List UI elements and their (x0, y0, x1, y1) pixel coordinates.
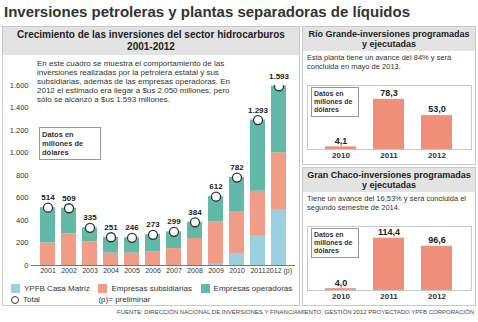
html-text:Datos en millones de dólares: Datos en millones de dólares (42, 130, 84, 157)
svg-text:1.600: 1.600 (10, 81, 29, 90)
svg-text:782: 782 (230, 163, 244, 172)
svg-text:1.593: 1.593 (269, 72, 290, 81)
svg-text:1.200: 1.200 (10, 126, 29, 135)
svg-text:2005: 2005 (124, 267, 140, 274)
svg-text:53,0: 53,0 (428, 104, 446, 114)
html-text:Tiene un avance del 16,53% y s: Tiene un avance del 16,53% y será conclu… (307, 194, 466, 212)
svg-text:514: 514 (41, 193, 55, 202)
html-text:Empresas subsidiarias: Empresas subsidiarias (111, 284, 192, 293)
svg-text:246: 246 (125, 223, 139, 232)
html-text:YPFB Casa Matriz: YPFB Casa Matriz (24, 284, 90, 293)
svg-text:2012: 2012 (428, 292, 446, 301)
svg-text:273: 273 (146, 220, 160, 229)
html-text:Empresas operadoras: Empresas operadoras (213, 284, 293, 293)
svg-text:384: 384 (188, 208, 202, 217)
svg-text:114,4: 114,4 (378, 227, 400, 237)
html-text:Datos en millones de dólares: Datos en millones de dólares (314, 90, 353, 113)
svg-text:2010: 2010 (229, 267, 245, 274)
svg-text:2012: 2012 (428, 151, 446, 160)
svg-text:299: 299 (167, 217, 181, 226)
svg-text:1.400: 1.400 (10, 103, 29, 112)
html-text:Datos en millones de dólares: Datos en millones de dólares (314, 231, 353, 254)
svg-text:251: 251 (104, 223, 118, 232)
svg-text:2011: 2011 (250, 267, 265, 274)
html-text:Inversiones petroleras y plant: Inversiones petroleras y plantas separad… (4, 3, 410, 20)
html-text:(p)= preliminar: (p)= preliminar (98, 295, 151, 304)
svg-text:2011: 2011 (380, 292, 398, 301)
svg-text:400: 400 (16, 216, 29, 225)
html-text:En este cuadro se muestra el c: En este cuadro se muestra el comportamie… (37, 59, 230, 104)
svg-text:612: 612 (209, 182, 223, 191)
svg-text:800: 800 (16, 171, 29, 180)
html-text:FUENTE: DIRECCIÓN NACIONAL DE: FUENTE: DIRECCIÓN NACIONAL DE INVERSIONE… (117, 309, 474, 315)
svg-text:2001: 2001 (40, 267, 56, 274)
svg-text:2004: 2004 (103, 267, 119, 274)
svg-text:509: 509 (62, 194, 76, 203)
svg-text:2006: 2006 (145, 267, 161, 274)
svg-text:2008: 2008 (187, 267, 203, 274)
svg-text:78,3: 78,3 (380, 88, 398, 98)
svg-text:600: 600 (16, 193, 29, 202)
svg-text:1.293: 1.293 (248, 106, 269, 115)
svg-text:2011: 2011 (380, 151, 398, 160)
html-text:Esta planta tiene un avance de: Esta planta tiene un avance del 84% y se… (307, 53, 452, 71)
svg-text:4,0: 4,0 (335, 278, 348, 288)
svg-text:2009: 2009 (208, 267, 224, 274)
svg-text:2010: 2010 (332, 292, 350, 301)
svg-text:2007: 2007 (166, 267, 182, 274)
html-text:Gran Chaco-inversiones program: Gran Chaco-inversiones programadas y eje… (307, 169, 471, 190)
html-text:Total: Total (23, 295, 40, 304)
svg-text:96,6: 96,6 (428, 235, 446, 245)
svg-text:2010: 2010 (332, 151, 350, 160)
html-text:Crecimiento de las inversiones: Crecimiento de las inversiones del secto… (17, 29, 285, 52)
svg-text:2002: 2002 (61, 267, 77, 274)
html-text:Río Grande-inversiones program: Río Grande-inversiones programadas y eje… (308, 28, 470, 49)
svg-text:2012 (p): 2012 (p) (266, 267, 292, 275)
svg-text:2003: 2003 (82, 267, 98, 274)
svg-text:4,1: 4,1 (335, 136, 348, 146)
svg-text:0: 0 (24, 261, 28, 270)
svg-text:200: 200 (16, 238, 29, 247)
svg-text:335: 335 (83, 213, 97, 222)
svg-text:1.000: 1.000 (10, 148, 29, 157)
